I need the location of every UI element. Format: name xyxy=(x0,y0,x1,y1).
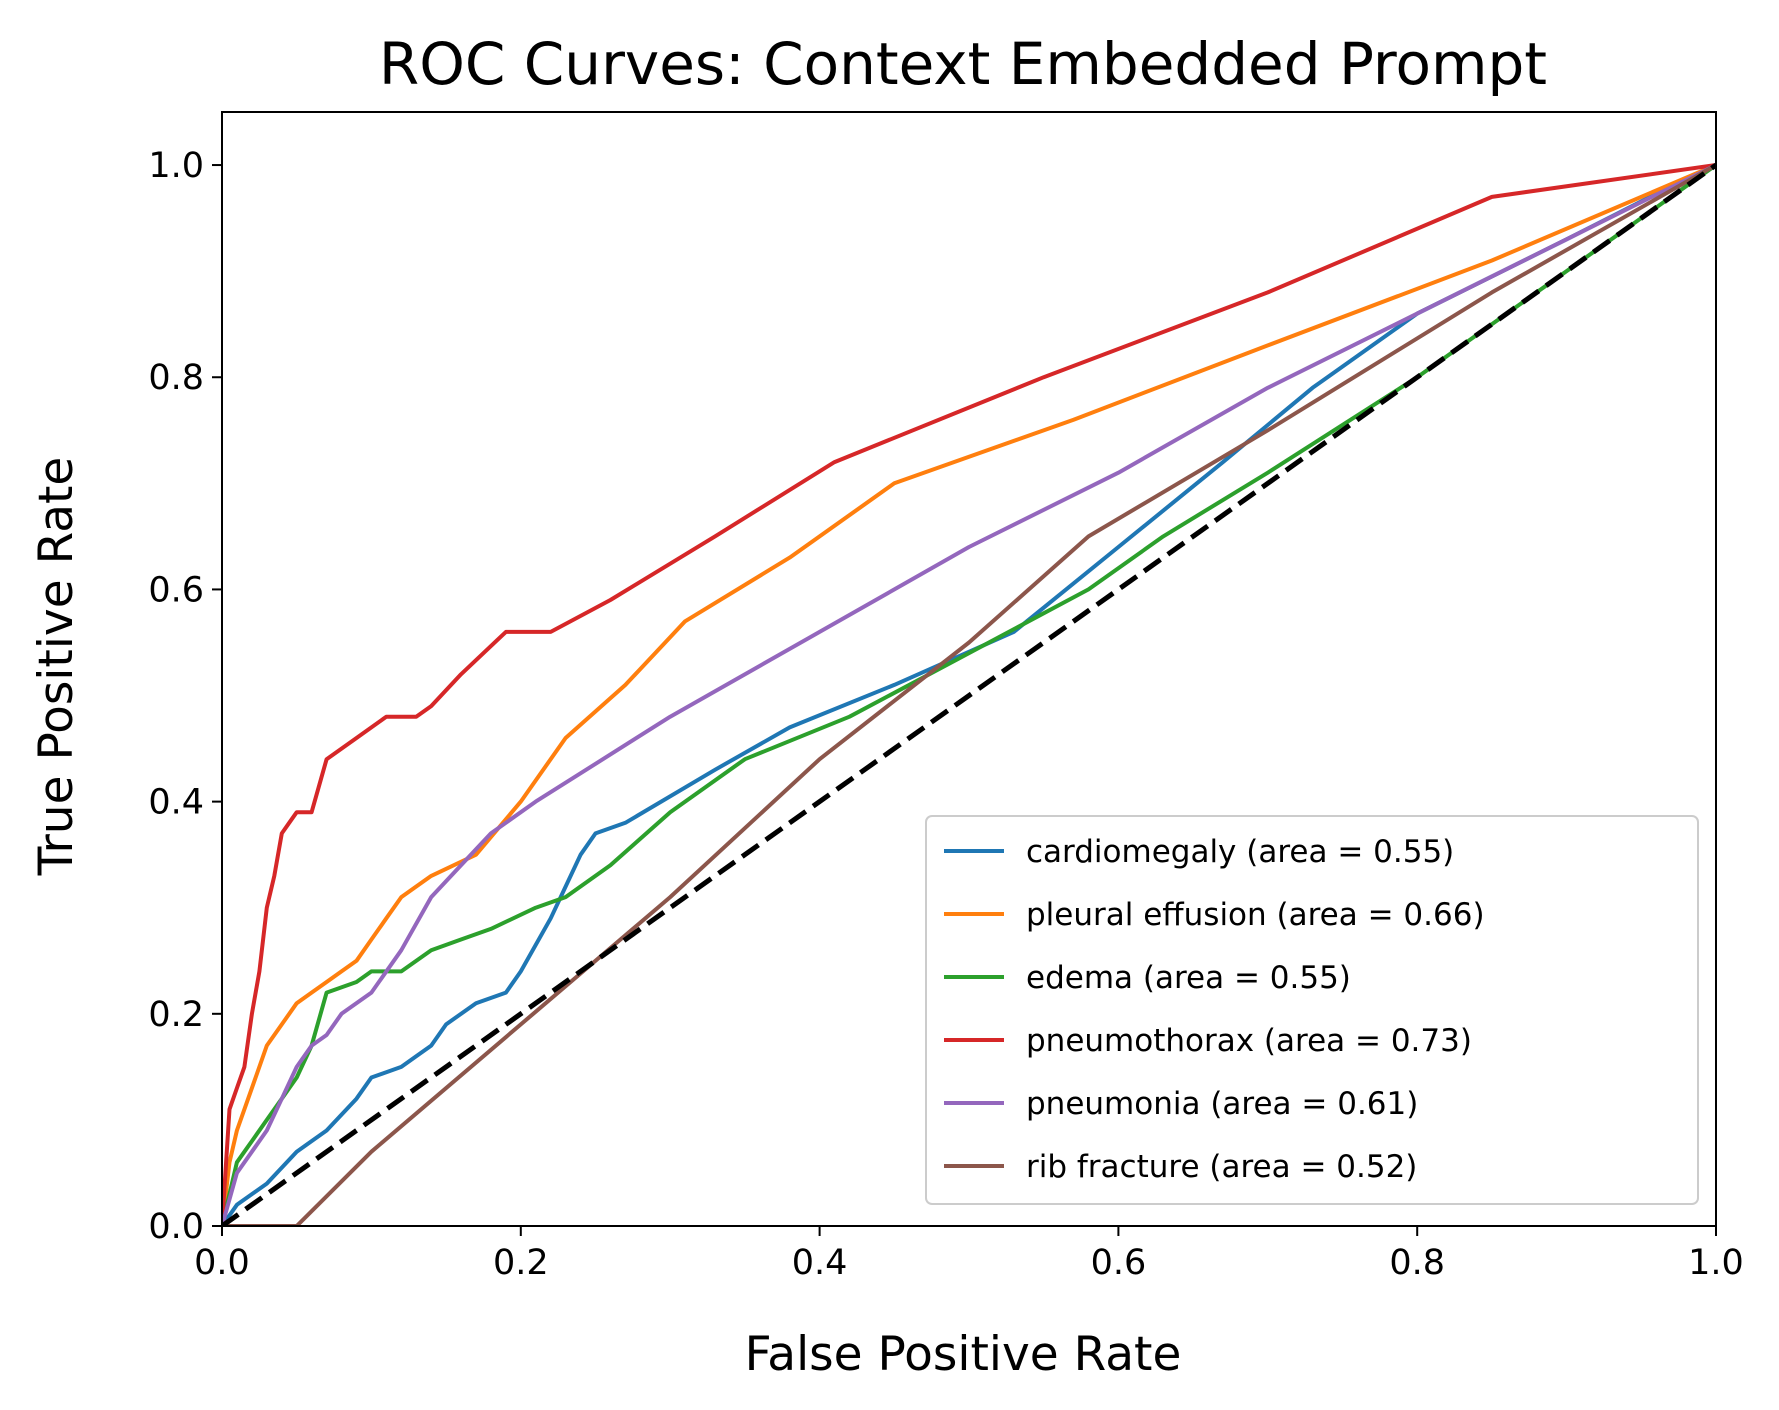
legend-entry-0: cardiomegaly (area = 0.55) xyxy=(1026,834,1454,870)
x-axis-label: False Positive Rate xyxy=(745,1327,1182,1382)
x-tick-label: 1.0 xyxy=(1688,1243,1744,1283)
x-tick-label: 0.2 xyxy=(493,1243,549,1283)
y-tick-label: 0.2 xyxy=(148,995,204,1035)
reference-diagonal-line xyxy=(222,163,1716,1226)
y-tick-label: 0.6 xyxy=(148,570,204,610)
y-tick-label: 0.8 xyxy=(148,358,204,398)
series-line-4 xyxy=(222,163,1716,1226)
x-axis: 0.0 0.2 0.4 0.6 0.8 1.0 xyxy=(194,1226,1744,1283)
series-line-5 xyxy=(222,163,1716,1226)
plot-area xyxy=(221,111,1717,1227)
y-tick-label: 0.4 xyxy=(148,783,204,823)
legend: cardiomegaly (area = 0.55) pleural effusi… xyxy=(925,815,1699,1205)
plot-frame xyxy=(221,111,1717,1227)
x-tick-label: 0.8 xyxy=(1389,1243,1445,1283)
legend-entry-2: edema (area = 0.55) xyxy=(1026,960,1351,996)
y-axis-label: True Positive Rate xyxy=(29,457,84,877)
x-tick-label: 0.0 xyxy=(194,1243,250,1283)
series-line-1 xyxy=(222,163,1716,1226)
y-axis: 0.0 0.2 0.4 0.6 0.8 1.0 xyxy=(148,146,222,1247)
y-tick-label: 1.0 xyxy=(148,146,204,186)
legend-entry-5: rib fracture (area = 0.52) xyxy=(1026,1149,1417,1185)
x-tick-label: 0.6 xyxy=(1091,1243,1147,1283)
legend-entry-3: pneumothorax (area = 0.73) xyxy=(1026,1023,1472,1059)
chart-title: ROC Curves: Context Embedded Prompt xyxy=(379,30,1547,98)
legend-entry-4: pneumonia (area = 0.61) xyxy=(1026,1086,1418,1122)
legend-entry-1: pleural effusion (area = 0.66) xyxy=(1026,897,1485,933)
legend-box xyxy=(925,815,1699,1205)
series-line-3 xyxy=(222,163,1716,1226)
x-tick-label: 0.4 xyxy=(792,1243,848,1283)
series-lines xyxy=(222,163,1716,1226)
y-tick-label: 0.0 xyxy=(148,1207,204,1247)
